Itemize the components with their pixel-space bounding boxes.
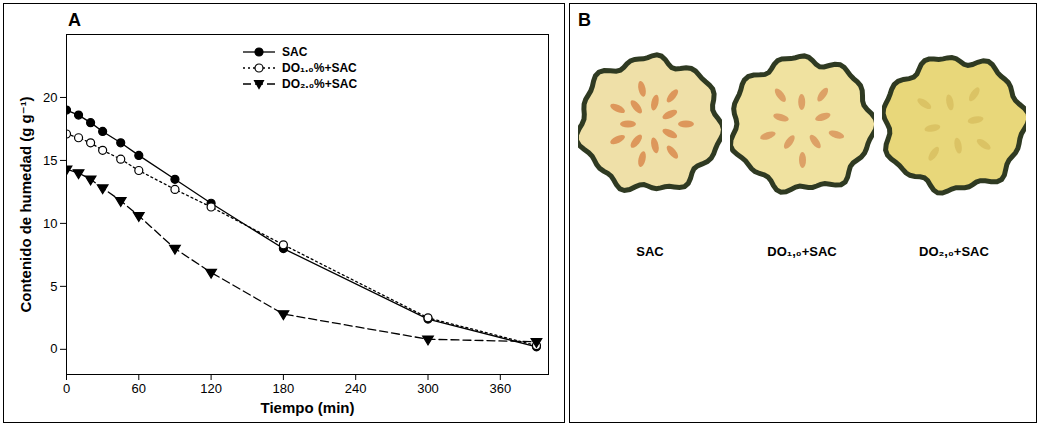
html-text:B: B (578, 10, 591, 30)
svg-text:180: 180 (273, 381, 295, 396)
html-text:SAC: SAC (282, 45, 308, 59)
html-text:DO₁,₀+SAC: DO₁,₀+SAC (767, 244, 837, 259)
html-text:DO₂,₀+SAC: DO₂,₀+SAC (919, 244, 989, 259)
svg-text:360: 360 (489, 381, 511, 396)
html-text:SAC: SAC (636, 244, 664, 259)
svg-text:240: 240 (345, 381, 367, 396)
svg-text:20: 20 (43, 90, 57, 105)
svg-text:15: 15 (43, 153, 57, 168)
svg-text:5: 5 (50, 279, 57, 294)
html-text:DO₁.₀%+SAC: DO₁.₀%+SAC (282, 61, 357, 75)
html-text:A: A (68, 10, 81, 30)
html-text:DO₂.₀%+SAC: DO₂.₀%+SAC (282, 77, 358, 91)
svg-text:120: 120 (200, 381, 222, 396)
svg-text:Tiempo (min): Tiempo (min) (261, 399, 355, 416)
svg-text:Contenido de humedad (g g⁻¹): Contenido de humedad (g g⁻¹) (17, 96, 34, 312)
svg-text:300: 300 (417, 381, 439, 396)
svg-text:10: 10 (43, 216, 57, 231)
svg-text:60: 60 (132, 381, 146, 396)
svg-text:0: 0 (63, 381, 70, 396)
svg-text:0: 0 (50, 341, 57, 356)
